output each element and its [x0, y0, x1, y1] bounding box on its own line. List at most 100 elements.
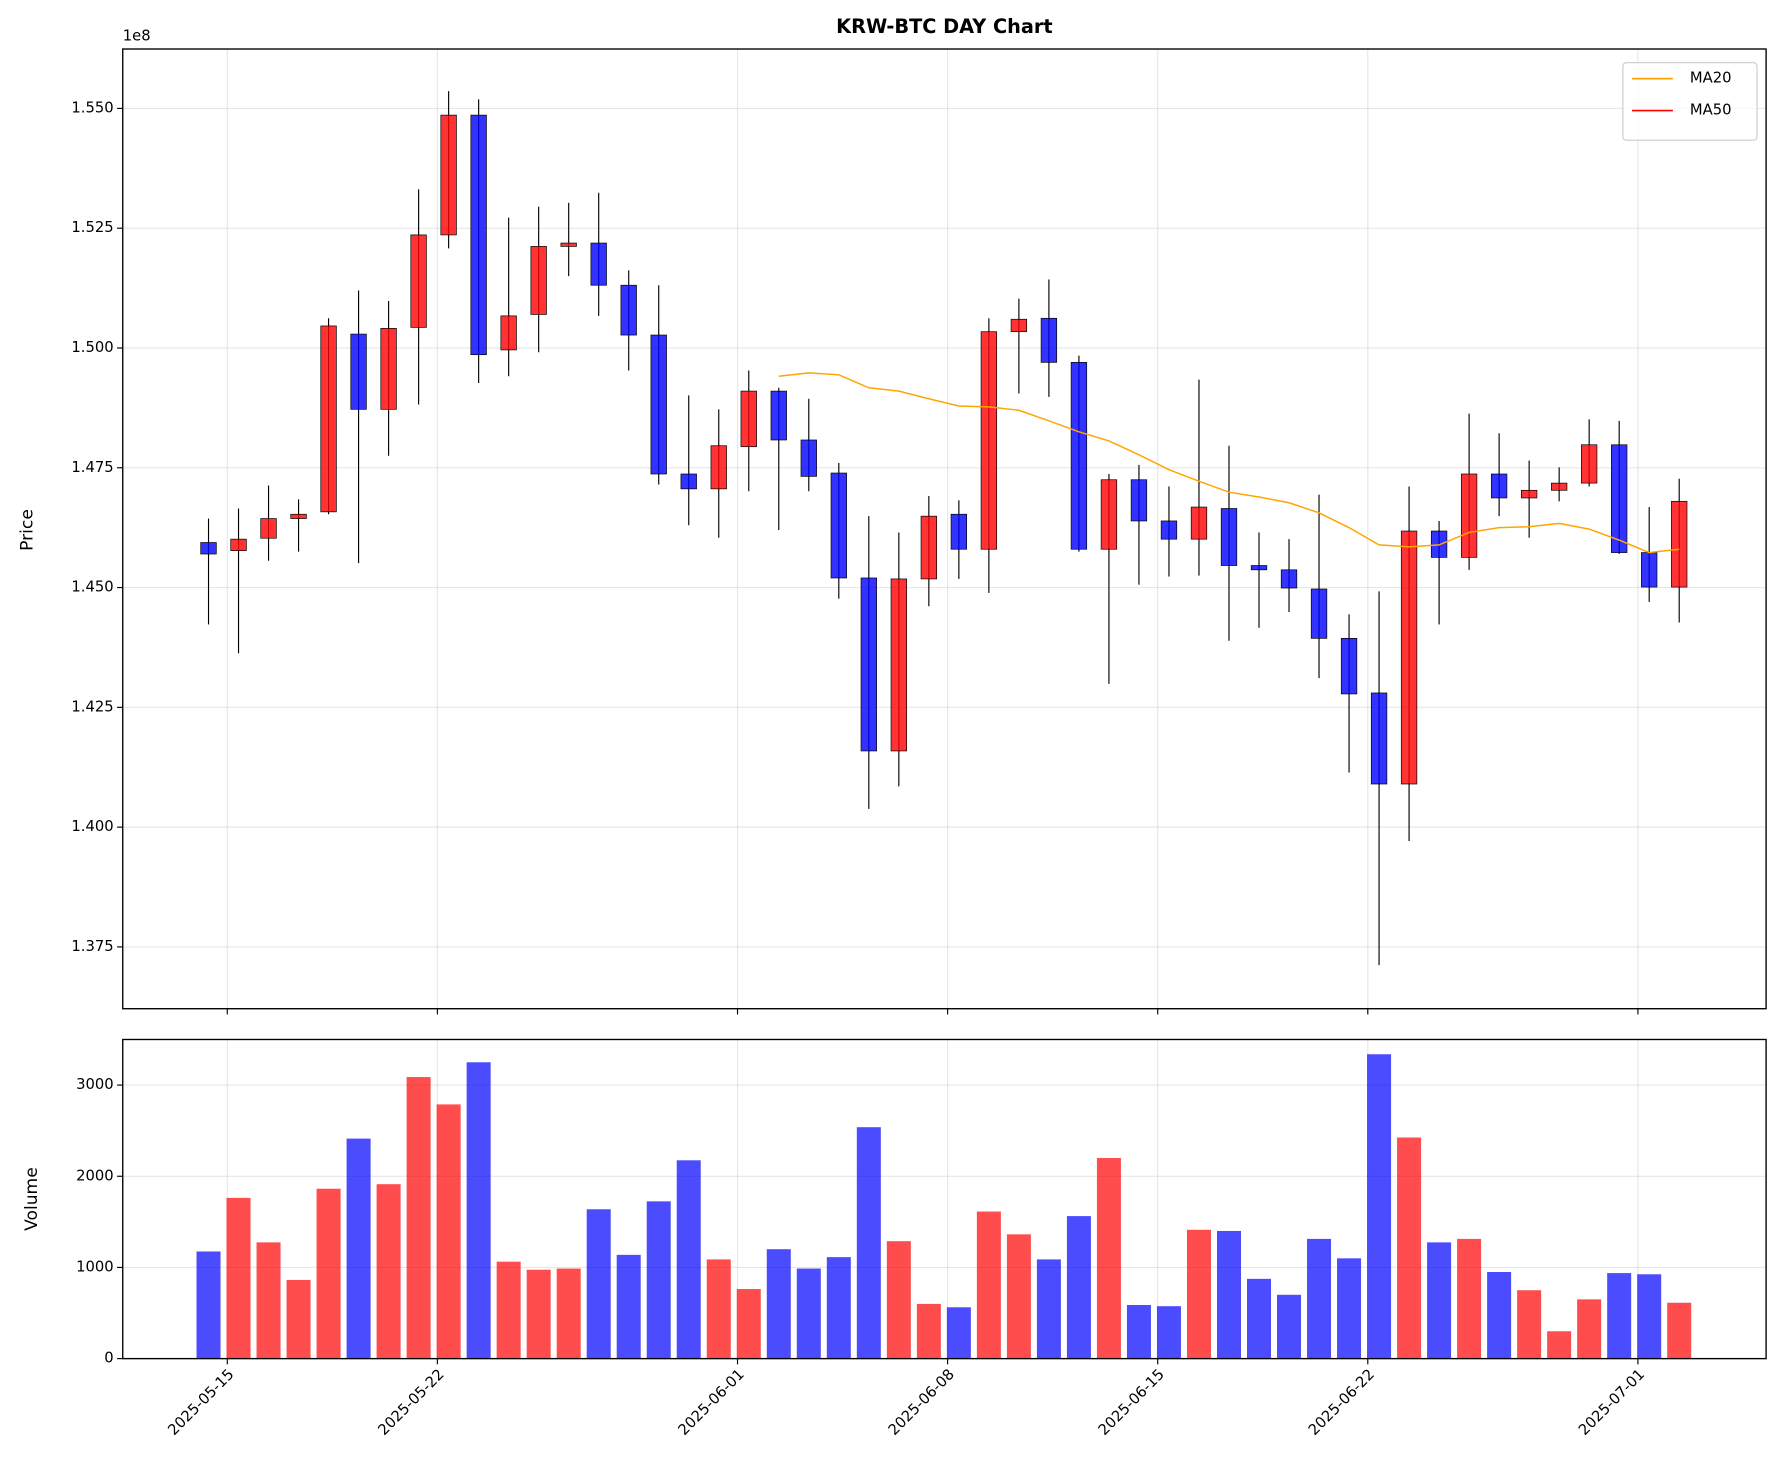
volume-bar — [766, 1249, 791, 1359]
volume-bar — [376, 1184, 401, 1359]
y-tick-label: 0 — [104, 1350, 113, 1367]
y-axis-label: Price — [17, 509, 37, 551]
candle-body — [1190, 506, 1208, 540]
y-tick-label: 1.475 — [71, 459, 113, 476]
candle-body — [950, 513, 968, 550]
candle-body — [290, 513, 307, 519]
volume-bar — [646, 1201, 671, 1359]
candle-body — [530, 246, 547, 315]
x-tick-label: 2025-06-15 — [1095, 1366, 1168, 1439]
volume-bar — [1547, 1331, 1572, 1359]
candle-body — [830, 472, 847, 579]
volume-bar — [1066, 1216, 1091, 1359]
candle-body — [1520, 489, 1538, 499]
candle-body — [200, 542, 217, 555]
volume-bar — [796, 1268, 821, 1359]
candle-body — [1010, 318, 1028, 333]
x-tick-label: 2025-06-01 — [675, 1366, 748, 1439]
x-tick-label: 2025-05-22 — [375, 1366, 448, 1439]
volume-bar — [1637, 1274, 1662, 1359]
volume-bar — [406, 1077, 431, 1359]
y-tick-label: 1.425 — [71, 698, 113, 715]
volume-bar — [976, 1211, 1001, 1359]
candle-body — [1280, 569, 1298, 589]
candle-body — [710, 445, 727, 490]
volume-bar — [676, 1160, 701, 1359]
candle-body — [1611, 444, 1628, 553]
candle-body — [1370, 692, 1388, 785]
volume-bar — [526, 1269, 551, 1359]
candle-body — [1250, 565, 1268, 571]
candle-body — [800, 439, 817, 477]
x-tick-label: 2025-07-01 — [1575, 1366, 1648, 1439]
candle-body — [770, 390, 787, 441]
volume-bar — [1487, 1272, 1512, 1359]
volume-bar — [1156, 1306, 1181, 1359]
y-axis-label: Volume — [22, 1167, 42, 1231]
volume-bar — [1126, 1305, 1151, 1359]
ma-line — [778, 372, 1680, 554]
candle-body — [560, 242, 577, 247]
y-tick-label: 1.550 — [71, 99, 113, 116]
volume-bar — [616, 1254, 641, 1359]
candle-body — [350, 333, 367, 410]
candle-body — [650, 334, 667, 475]
y-tick-label: 1000 — [76, 1258, 114, 1275]
axes-frame — [122, 1038, 1767, 1360]
volume-bar — [496, 1261, 521, 1359]
volume-bar — [826, 1257, 851, 1359]
candle-body — [620, 284, 637, 336]
candle-body — [1100, 479, 1118, 550]
axes-frame — [122, 48, 1767, 1010]
candle-body — [230, 538, 247, 552]
candle-body — [500, 315, 517, 351]
y-tick-label: 1.525 — [71, 219, 113, 236]
volume-bar — [946, 1307, 971, 1359]
candle-body — [380, 328, 397, 410]
candle-body — [860, 577, 877, 752]
volume-bar — [226, 1197, 251, 1359]
volume-bar — [1397, 1137, 1422, 1359]
candle-body — [1130, 479, 1148, 522]
candle-body — [1040, 317, 1058, 363]
candle-body — [1550, 482, 1568, 491]
volume-bar — [436, 1104, 461, 1359]
volume-bar — [286, 1279, 311, 1359]
candle-body — [1460, 473, 1478, 558]
y-tick-label: 1.450 — [71, 579, 113, 596]
candle-body — [1340, 637, 1358, 695]
candle-body — [260, 518, 277, 539]
candle-body — [1070, 362, 1088, 550]
volume-bar — [1186, 1229, 1211, 1359]
candle-body — [440, 114, 457, 236]
volume-bar — [466, 1062, 491, 1359]
volume-bar — [736, 1289, 761, 1359]
candle-body — [1671, 500, 1688, 588]
candle-body — [980, 331, 998, 550]
candle-body — [740, 390, 757, 448]
candle-body — [470, 114, 487, 356]
y-tick-label: 2000 — [76, 1167, 114, 1184]
y-tick-label: 1.500 — [71, 339, 113, 356]
volume-bar — [586, 1209, 611, 1359]
legend-label: MA20 — [1690, 70, 1732, 87]
volume-bar — [886, 1241, 911, 1359]
volume-bar — [1667, 1302, 1692, 1359]
volume-bar — [256, 1242, 281, 1359]
x-tick-label: 2025-05-15 — [165, 1366, 238, 1439]
volume-bar — [706, 1259, 731, 1359]
candle-body — [1581, 444, 1598, 484]
x-tick-label: 2025-06-22 — [1305, 1366, 1378, 1439]
candle-body — [1220, 508, 1238, 566]
volume-bar — [1457, 1238, 1482, 1359]
volume-bar — [1096, 1158, 1121, 1359]
legend-box — [1622, 62, 1758, 141]
volume-bar — [916, 1303, 941, 1359]
volume-bar — [556, 1268, 581, 1359]
volume-bar — [1427, 1242, 1452, 1359]
x-tick-label: 2025-06-08 — [885, 1366, 958, 1439]
candle-body — [320, 325, 337, 513]
volume-bar — [1216, 1230, 1241, 1359]
candle-body — [1160, 520, 1178, 540]
